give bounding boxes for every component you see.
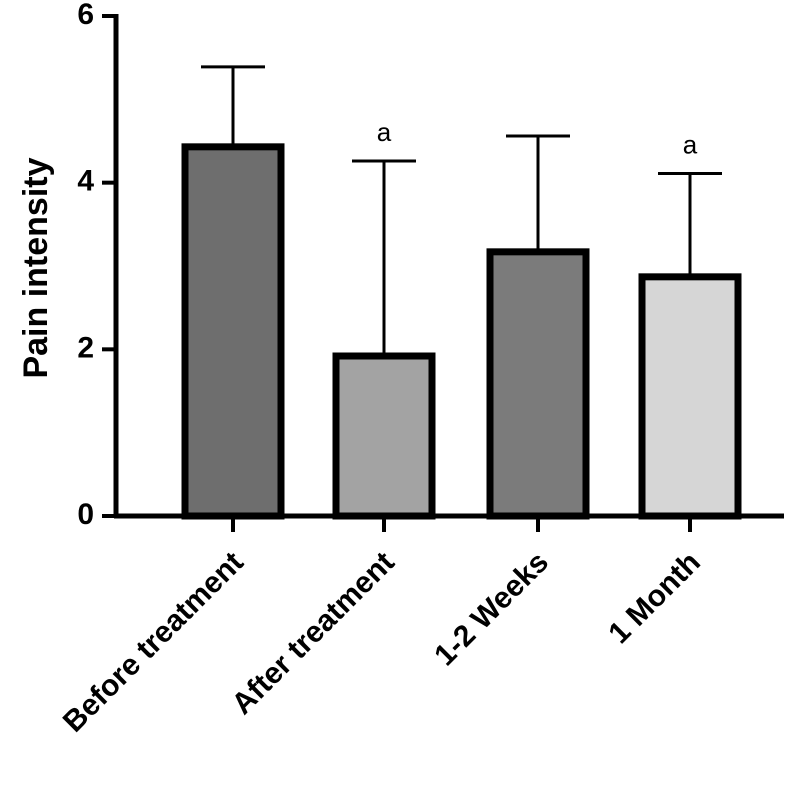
bar <box>486 248 590 520</box>
y-tick-label: 0 <box>77 498 94 531</box>
y-tick-label: 6 <box>77 0 94 31</box>
error-bars <box>201 65 722 356</box>
y-axis-title: Pain intensity <box>17 157 55 378</box>
axes <box>113 14 784 532</box>
x-tick-label: Before treatment <box>57 546 250 739</box>
x-tick-label: After treatment <box>226 546 401 721</box>
y-axis-ticks: 0 2 4 6 <box>77 0 116 531</box>
y-tick-label: 2 <box>77 331 94 364</box>
bar <box>638 273 742 520</box>
bar <box>181 143 285 520</box>
bars <box>181 143 742 520</box>
x-tick-label: 1-2 Weeks <box>428 546 555 673</box>
bar <box>332 352 436 520</box>
y-tick-label: 4 <box>77 165 94 198</box>
significance-label: a <box>683 130 698 160</box>
y-axis-title-group: Pain intensity <box>17 157 55 378</box>
x-tick-label: 1 Month <box>602 546 707 651</box>
significance-label: a <box>377 117 392 147</box>
